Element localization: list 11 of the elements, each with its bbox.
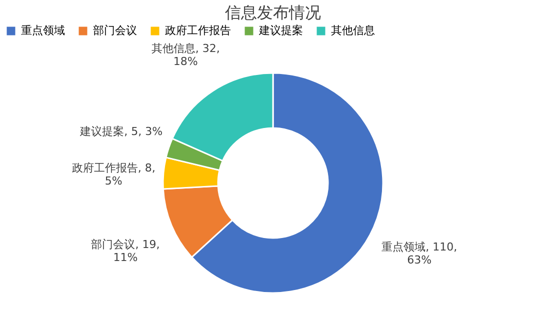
data-label: 部门会议, 19, 11% [91, 238, 160, 264]
legend-label: 建议提案 [258, 24, 303, 37]
legend-label: 其他信息 [331, 24, 375, 37]
legend-label: 重点领域 [21, 24, 65, 37]
legend-label: 政府工作报告 [165, 24, 231, 37]
data-label: 政府工作报告, 8, 5% [72, 162, 156, 188]
data-label: 重点领域, 110, 63% [382, 240, 458, 267]
data-label: 建议提案, 5, 3% [79, 124, 163, 138]
legend-label: 部门会议 [93, 24, 137, 37]
data-label: 其他信息, 32, 18% [151, 42, 220, 68]
chart-title: 信息发布情况 [225, 3, 321, 22]
